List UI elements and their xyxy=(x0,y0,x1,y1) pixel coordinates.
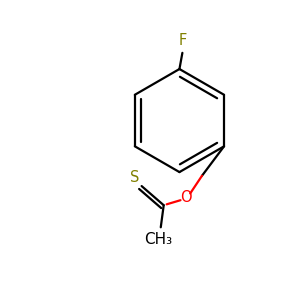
Text: CH₃: CH₃ xyxy=(144,232,172,247)
Text: O: O xyxy=(180,190,192,205)
Text: F: F xyxy=(178,33,187,48)
Text: S: S xyxy=(130,169,139,184)
